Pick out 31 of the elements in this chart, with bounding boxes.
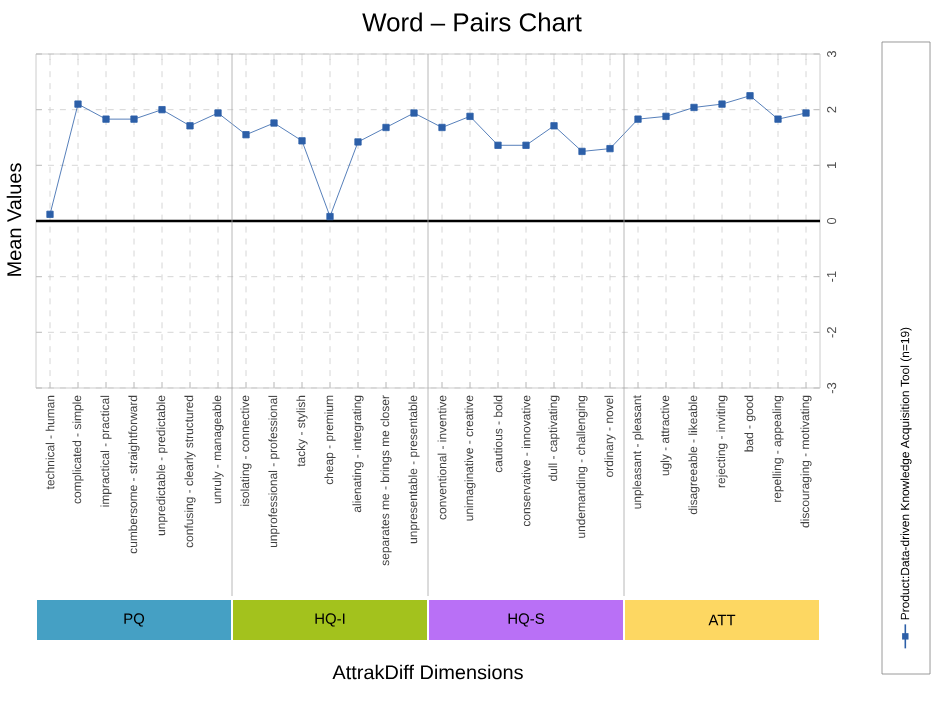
point xyxy=(802,109,810,117)
point xyxy=(214,109,222,117)
chart-title: Word – Pairs Chart xyxy=(362,12,582,32)
point xyxy=(354,138,362,146)
point xyxy=(662,112,670,120)
point xyxy=(438,123,446,132)
x-axis-title: AttrakDiff Dimensions xyxy=(332,664,523,680)
point xyxy=(606,145,614,153)
point xyxy=(746,92,754,100)
point xyxy=(578,147,586,155)
point xyxy=(718,100,726,108)
point xyxy=(410,109,418,117)
point xyxy=(130,115,138,123)
point xyxy=(326,212,334,221)
point xyxy=(634,115,642,123)
y-axis-title: Mean Values xyxy=(6,163,22,276)
point xyxy=(550,122,558,130)
point xyxy=(298,137,306,145)
point xyxy=(494,141,502,149)
point xyxy=(466,112,474,120)
point xyxy=(242,131,250,139)
point xyxy=(382,123,390,132)
point xyxy=(270,119,278,127)
point xyxy=(102,115,110,123)
point xyxy=(774,115,782,123)
point xyxy=(74,100,82,108)
point xyxy=(690,103,698,112)
point xyxy=(186,122,194,130)
point xyxy=(158,106,166,114)
point xyxy=(522,141,530,149)
point xyxy=(46,210,54,218)
